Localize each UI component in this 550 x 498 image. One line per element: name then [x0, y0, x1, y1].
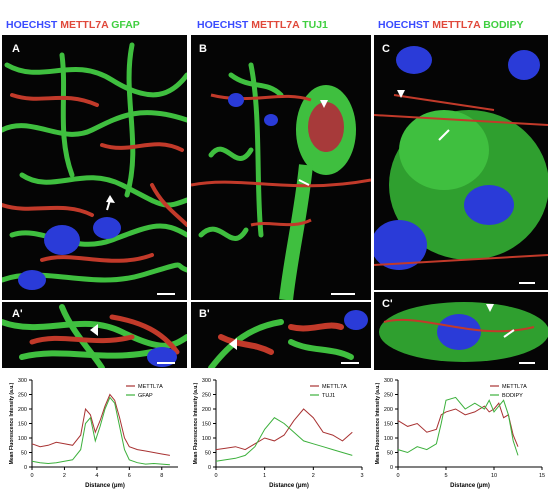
- panel-label-b-prime: B': [199, 308, 210, 320]
- stain-mettl7a: METTL7A: [60, 19, 109, 31]
- panel-label-c-prime: C': [382, 298, 393, 310]
- stain-mettl7a: METTL7A: [432, 19, 481, 31]
- x-tick-label: 3: [360, 473, 363, 479]
- x-axis-label: Distance (μm): [85, 483, 125, 489]
- micrograph-c-image: [374, 46, 548, 284]
- x-tick-label: 0: [396, 473, 399, 479]
- x-tick-label: 10: [491, 473, 497, 479]
- y-tick-label: 0: [208, 465, 211, 471]
- stain-hoechst: HOECHST: [6, 19, 58, 31]
- chart-ml: 0 50 100 150 200 250 300 0 2 4 6 8 Distance (μm) Mean…: [4, 372, 184, 493]
- chart-wm: 0 50 100 150 200 250 300 0 5 10 15 Distance (μm) Mea…: [370, 372, 548, 493]
- micrograph-c-prime-image: [379, 302, 548, 364]
- y-tick-label: 0: [390, 465, 393, 471]
- y-axis-label: Mean Fluorescence Intensity (a.u.): [9, 382, 15, 464]
- legend-label: METTL7A: [138, 384, 163, 390]
- line-chart-wm: 0 50 100 150 200 250 300 0 5 10 15 Distance (μm) Mea…: [375, 378, 545, 489]
- y-tick-label: 250: [202, 393, 211, 399]
- micrograph-a-prime-image: [2, 304, 187, 368]
- x-tick-label: 1: [263, 473, 266, 479]
- y-axis-label: Mean Fluorescence Intensity (a.u.): [375, 382, 381, 464]
- panel-label-a: A: [12, 43, 20, 55]
- y-tick-label: 50: [205, 451, 211, 457]
- legend-label: BODIPY: [502, 393, 523, 399]
- x-tick-label: 0: [30, 473, 33, 479]
- y-tick-label: 300: [18, 378, 27, 384]
- y-tick-label: 200: [18, 407, 27, 413]
- stain-hoechst: HOECHST: [197, 19, 249, 31]
- line-chart-pl: 0 50 100 150 200 250 300 0 1 2 3 Distance (μm) Mean …: [193, 378, 364, 489]
- panel-label-a-prime: A': [12, 308, 23, 320]
- y-axis-label: Mean Fluorescence Intensity (a.u.): [193, 382, 199, 464]
- y-tick-label: 0: [24, 465, 27, 471]
- column-title-ml: 3D Projection of ML: [55, 8, 163, 20]
- y-tick-label: 50: [21, 451, 27, 457]
- legend-label: METTL7A: [322, 384, 347, 390]
- x-axis-label: Distance (μm): [269, 483, 309, 489]
- micrograph-panel-c: C: [374, 35, 548, 290]
- series-line-bodipy: [397, 396, 519, 456]
- stain-legend-pl: HOECHST METTL7A TUJ1: [197, 19, 328, 31]
- series-line-mettl7a: [397, 402, 519, 447]
- stain-mettl7a: METTL7A: [251, 19, 300, 31]
- stain-legend-wm: HOECHST METTL7A BODIPY: [378, 19, 523, 31]
- legend-label: METTL7A: [502, 384, 527, 390]
- legend-label: TUJ1: [322, 393, 335, 399]
- y-tick-label: 300: [202, 378, 211, 384]
- y-tick-label: 250: [384, 393, 393, 399]
- y-tick-label: 150: [202, 422, 211, 428]
- micrograph-panel-b-prime: B': [191, 302, 371, 368]
- column-title-wm: 3D Projection of WM: [413, 8, 525, 20]
- panel-label-c: C: [382, 43, 390, 55]
- micrograph-b-image: [191, 62, 371, 300]
- stain-bodipy: BODIPY: [483, 19, 524, 31]
- x-tick-label: 15: [539, 473, 545, 479]
- x-axis-label: Distance (μm): [450, 483, 490, 489]
- x-tick-label: 0: [214, 473, 217, 479]
- y-tick-label: 50: [387, 451, 393, 457]
- x-tick-label: 6: [128, 473, 131, 479]
- micrograph-a-image: [2, 42, 187, 295]
- series-line-gfap: [31, 396, 170, 466]
- stain-hoechst: HOECHST: [378, 19, 430, 31]
- micrograph-panel-c-prime: C': [374, 292, 548, 370]
- micrograph-panel-a: A: [2, 35, 187, 300]
- x-tick-label: 5: [444, 473, 447, 479]
- series-line-mettl7a: [31, 393, 170, 456]
- stain-legend-ml: HOECHST METTL7A GFAP: [6, 19, 140, 31]
- x-tick-label: 2: [312, 473, 315, 479]
- legend-label: GFAP: [138, 393, 153, 399]
- x-tick-label: 2: [63, 473, 66, 479]
- y-tick-label: 200: [202, 407, 211, 413]
- series-line-tuj1: [215, 417, 353, 462]
- y-tick-label: 100: [384, 436, 393, 442]
- stain-tuj1: TUJ1: [302, 19, 328, 31]
- x-tick-label: 4: [95, 473, 98, 479]
- line-chart-ml: 0 50 100 150 200 250 300 0 2 4 6 8 Distance (μm) Mean…: [9, 378, 178, 489]
- y-tick-label: 300: [384, 378, 393, 384]
- y-tick-label: 250: [18, 393, 27, 399]
- micrograph-panel-b: B: [191, 35, 371, 300]
- x-tick-label: 8: [160, 473, 163, 479]
- y-tick-label: 100: [202, 436, 211, 442]
- micrograph-b-prime-image: [208, 310, 368, 368]
- panel-label-b: B: [199, 43, 207, 55]
- y-tick-label: 150: [384, 422, 393, 428]
- series-line-mettl7a: [215, 408, 353, 451]
- stain-gfap: GFAP: [111, 19, 140, 31]
- y-tick-label: 100: [18, 436, 27, 442]
- chart-pl: 0 50 100 150 200 250 300 0 1 2 3 Distance (μm) Mean …: [188, 372, 368, 493]
- micrograph-panel-a-prime: A': [2, 302, 187, 368]
- y-tick-label: 150: [18, 422, 27, 428]
- column-title-pl: 3D Projection of PL: [238, 8, 345, 20]
- y-tick-label: 200: [384, 407, 393, 413]
